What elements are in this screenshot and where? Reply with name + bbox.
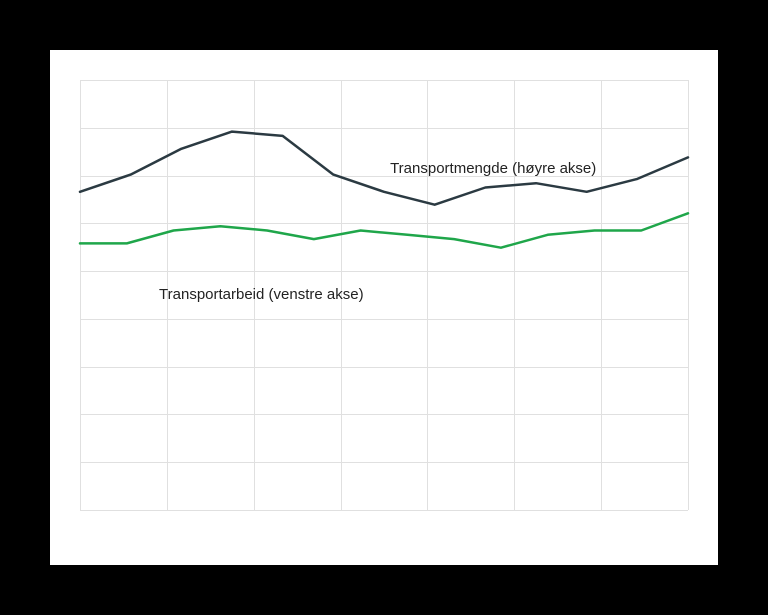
- plot-area: Transportmengde (høyre akse) Transportar…: [80, 80, 688, 510]
- chart-panel: Transportmengde (høyre akse) Transportar…: [50, 50, 718, 565]
- series-transportmengde: [80, 132, 688, 205]
- annotation-transportarbeid: Transportarbeid (venstre akse): [159, 286, 364, 303]
- annotation-transportmengde: Transportmengde (høyre akse): [390, 160, 596, 177]
- series-transportarbeid: [80, 213, 688, 247]
- grid-h: [80, 510, 688, 511]
- grid-v: [688, 80, 689, 510]
